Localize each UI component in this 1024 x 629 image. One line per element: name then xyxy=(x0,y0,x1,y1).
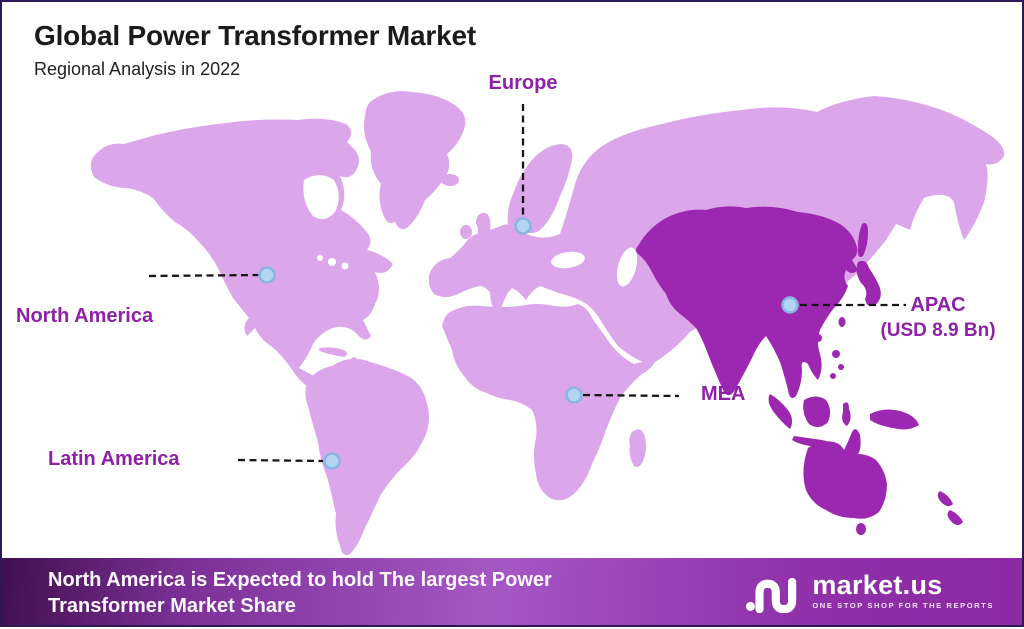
marketus-brand: market.us xyxy=(812,570,943,600)
label-apac-value: (USD 8.9 Bn) xyxy=(880,320,996,341)
marketus-logo-text: market.us ONE STOP SHOP FOR THE REPORTS xyxy=(812,570,994,611)
hudson-bay xyxy=(303,175,339,220)
marketus-logo: market.us ONE STOP SHOP FOR THE REPORTS xyxy=(745,569,994,613)
region-new-zealand-shape xyxy=(937,491,953,507)
label-latin-america: Latin America xyxy=(48,448,180,470)
caspian-sea xyxy=(616,247,638,287)
label-mea: MEA xyxy=(701,383,746,405)
marketus-tagline: ONE STOP SHOP FOR THE REPORTS xyxy=(812,601,994,610)
region-philippines-shape xyxy=(830,373,836,379)
great-lake xyxy=(341,262,349,270)
header: Global Power Transformer Market Regional… xyxy=(34,20,476,80)
region-sumatra-shape xyxy=(768,394,793,429)
region-tasmania-shape xyxy=(856,523,866,535)
north-america-callout-line xyxy=(148,273,260,278)
region-madagascar-shape xyxy=(629,429,646,467)
highlighted-apac-regions xyxy=(636,206,963,535)
mea-callout-line xyxy=(582,393,680,398)
region-south-america-shape xyxy=(305,358,429,555)
latin-america-marker xyxy=(323,452,341,470)
region-new-zealand-shape xyxy=(947,510,963,526)
page-title: Global Power Transformer Market xyxy=(34,20,476,51)
region-australia-shape xyxy=(803,429,887,519)
region-japan-shape xyxy=(856,260,881,307)
region-ireland-shape xyxy=(460,225,472,239)
page-subtitle: Regional Analysis in 2022 xyxy=(34,59,241,79)
region-sakhalin-shape xyxy=(857,223,868,257)
region-apac-shape xyxy=(636,206,858,398)
region-new-guinea-shape xyxy=(870,409,919,430)
great-lake xyxy=(328,258,336,266)
north-america-marker xyxy=(258,266,276,284)
region-borneo-shape xyxy=(803,396,831,428)
region-uk-shape xyxy=(476,212,491,243)
region-taiwan-shape xyxy=(838,317,846,327)
region-hainan-shape xyxy=(814,334,822,342)
banner-text: North America is Expected to hold The la… xyxy=(48,567,552,619)
great-lake xyxy=(317,255,323,261)
apac-marker xyxy=(781,296,799,314)
mea-marker xyxy=(565,386,583,404)
footer-banner: North America is Expected to hold The la… xyxy=(2,558,1022,625)
region-africa-shape xyxy=(442,304,660,501)
region-cuba-shape xyxy=(318,347,347,357)
label-apac-name: APAC xyxy=(910,294,966,316)
banner-line-1: North America is Expected to hold The la… xyxy=(48,569,552,591)
latin-america-callout-line xyxy=(237,458,324,463)
label-apac: APAC (USD 8.9 Bn) xyxy=(854,292,1022,344)
region-philippines-shape xyxy=(838,364,844,370)
region-philippines-shape xyxy=(832,350,840,358)
location-markers xyxy=(258,217,799,470)
label-north-america: North America xyxy=(16,305,154,327)
region-greenland-shape xyxy=(363,91,466,230)
region-iceland-shape xyxy=(441,174,459,186)
label-europe: Europe xyxy=(488,72,558,94)
black-sea xyxy=(551,251,585,269)
banner-line-2: Transformer Market Share xyxy=(48,595,296,617)
marketus-logo-icon xyxy=(746,577,797,613)
callout-lines xyxy=(148,104,906,463)
region-sulawesi-shape xyxy=(842,402,851,426)
europe-marker xyxy=(514,217,532,235)
